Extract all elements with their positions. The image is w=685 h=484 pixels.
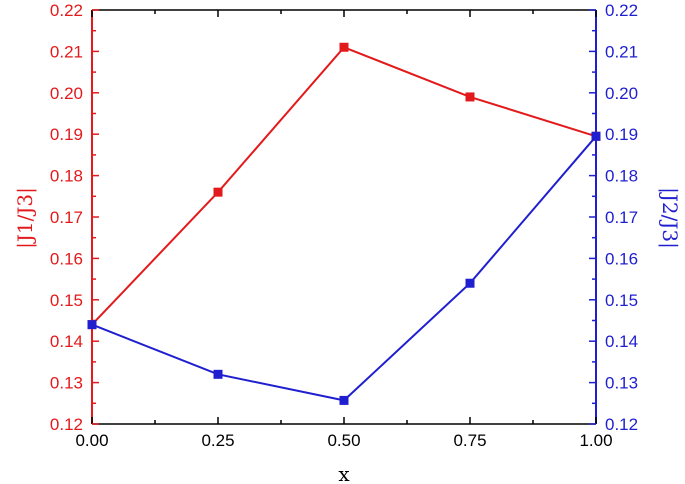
left-tick-label: 0.19 (50, 125, 83, 144)
left-tick-label: 0.17 (50, 208, 83, 227)
left-tick-label: 0.21 (50, 42, 83, 61)
left-tick-label: 0.15 (50, 291, 83, 310)
right-tick-label: 0.14 (605, 332, 638, 351)
x-tick-label: 0.00 (75, 431, 108, 450)
series-2-line (91, 135, 597, 402)
right-tick-label: 0.12 (605, 415, 638, 434)
right-tick-label: 0.16 (605, 249, 638, 268)
right-tick-label: 0.15 (605, 291, 638, 310)
right-tick-label: 0.13 (605, 374, 638, 393)
left-tick-label: 0.18 (50, 167, 83, 186)
series-layer (87, 42, 601, 405)
left-tick-label: 0.16 (50, 249, 83, 268)
right-axis-title: |J2/J3| (657, 187, 682, 249)
labels: x |J1/J3| |J2/J3| (13, 187, 682, 484)
left-tick-label: 0.14 (50, 332, 83, 351)
left-tick-label: 0.22 (50, 1, 83, 20)
series-1-point (213, 187, 223, 197)
series-2-point (339, 395, 349, 405)
series-2-point (591, 131, 601, 141)
series-2-point (87, 320, 97, 330)
right-tick-label: 0.21 (605, 42, 638, 61)
x-tick-label: 0.50 (327, 431, 360, 450)
series-1-point (465, 92, 475, 102)
right-tick-label: 0.19 (605, 125, 638, 144)
series-1-point (339, 42, 349, 52)
left-tick-label: 0.13 (50, 374, 83, 393)
series-2-point (213, 369, 223, 379)
x-tick-label: 0.75 (453, 431, 486, 450)
x-axis-title: x (338, 462, 350, 484)
axes: 0.00 0.25 0.50 0.75 1.000.120.130.140.150.16… (50, 1, 638, 450)
left-tick-label: 0.12 (50, 415, 83, 434)
left-tick-label: 0.20 (50, 84, 83, 103)
x-tick-label: 0.25 (201, 431, 234, 450)
series-2-point (465, 278, 475, 288)
right-tick-label: 0.20 (605, 84, 638, 103)
x-tick-label: 1.00 (579, 431, 612, 450)
right-tick-label: 0.18 (605, 167, 638, 186)
left-axis-title: |J1/J3| (13, 187, 38, 249)
right-tick-label: 0.22 (605, 1, 638, 20)
series-1-line (91, 46, 597, 326)
right-tick-label: 0.17 (605, 208, 638, 227)
